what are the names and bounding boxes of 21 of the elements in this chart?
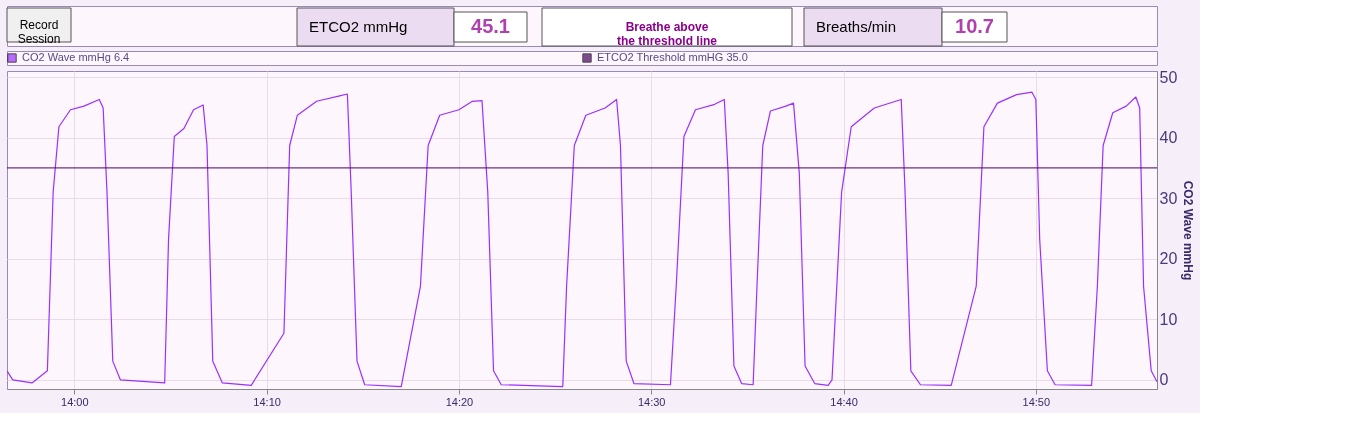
x-tick-label: 14:10 bbox=[253, 395, 281, 408]
text: 45.1 bbox=[471, 15, 510, 37]
x-tick-label: 14:50 bbox=[1022, 395, 1051, 408]
x-tick-label: 14:20 bbox=[445, 395, 474, 408]
y-tick-label: 10 bbox=[1159, 310, 1178, 328]
y-tick-label: 20 bbox=[1159, 250, 1178, 268]
text: Record Session bbox=[17, 18, 61, 46]
y-tick-label: 50 bbox=[1159, 68, 1178, 86]
legend-label: CO2 Wave mmHg 6.4 bbox=[22, 51, 130, 63]
x-tick-label: 14:40 bbox=[830, 395, 858, 408]
x-tick-label: 14:00 bbox=[61, 395, 89, 408]
y-axis-title: CO2 Wave mmHg bbox=[1181, 180, 1196, 281]
text: Breathe above the threshold line bbox=[616, 20, 718, 48]
legend-label: ETCO2 Threshold mmHG 35.0 bbox=[597, 51, 748, 63]
y-tick-label: 0 bbox=[1159, 371, 1169, 389]
text: ETCO2 mmHg bbox=[309, 18, 408, 35]
text: 10.7 bbox=[955, 15, 994, 37]
y-tick-label: 30 bbox=[1159, 189, 1178, 207]
y-tick-label: 40 bbox=[1159, 129, 1178, 147]
text: Breaths/min bbox=[816, 18, 897, 35]
x-tick-label: 14:30 bbox=[637, 395, 666, 408]
